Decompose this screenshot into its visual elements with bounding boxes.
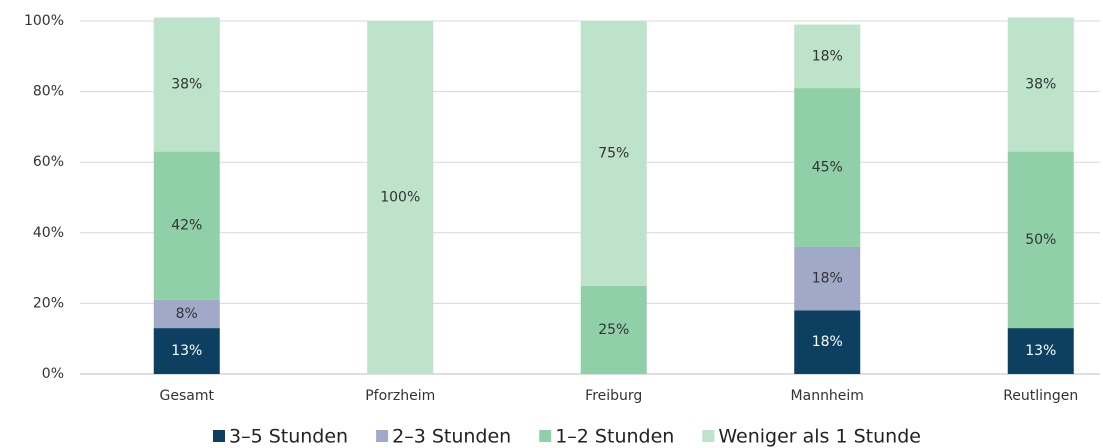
y-tick-label: 80% xyxy=(33,84,64,100)
legend-label: 1–2 Stunden xyxy=(555,426,674,448)
data-label: 75% xyxy=(598,145,629,161)
legend-label: 3–5 Stunden xyxy=(229,426,348,448)
x-tick-label: Mannheim xyxy=(791,388,864,404)
data-label: 13% xyxy=(1025,343,1056,359)
bar-segment xyxy=(580,21,647,286)
bar-segment xyxy=(1007,328,1074,374)
data-label: 8% xyxy=(176,306,198,322)
bar-segment xyxy=(794,88,861,247)
bar-segment xyxy=(367,21,434,374)
data-label: 18% xyxy=(812,48,843,64)
bar-segment xyxy=(1007,17,1074,152)
bar-segment xyxy=(794,24,861,89)
y-tick-label: 100% xyxy=(24,13,64,29)
bar-segment xyxy=(153,17,220,152)
data-label: 25% xyxy=(598,322,629,338)
x-tick-label: Pforzheim xyxy=(365,388,435,404)
bar-segment xyxy=(580,285,647,374)
legend-swatch xyxy=(376,430,389,442)
data-label: 100% xyxy=(380,190,420,206)
data-label: 42% xyxy=(171,218,202,234)
bar-segment xyxy=(1007,151,1074,329)
legend-label: 2–3 Stunden xyxy=(392,426,511,448)
data-label: 38% xyxy=(171,77,202,93)
x-tick-label: Gesamt xyxy=(160,388,215,404)
data-label: 18% xyxy=(812,334,843,350)
y-tick-label: 20% xyxy=(33,295,64,311)
legend-label: Weniger als 1 Stunde xyxy=(718,426,921,448)
bar-segment xyxy=(153,299,220,329)
x-tick-label: Freiburg xyxy=(585,388,642,404)
x-tick-label: Reutlingen xyxy=(1003,388,1078,404)
data-label: 13% xyxy=(171,343,202,359)
data-label: 38% xyxy=(1025,77,1056,93)
legend-swatch xyxy=(213,430,225,442)
legend-swatch xyxy=(702,430,715,442)
data-label: 45% xyxy=(812,159,843,175)
data-label: 50% xyxy=(1025,232,1056,248)
bar-segment xyxy=(153,151,220,300)
data-label: 18% xyxy=(812,271,843,287)
y-tick-label: 60% xyxy=(33,154,64,170)
bar-segment xyxy=(794,246,861,311)
y-tick-label: 40% xyxy=(33,225,64,241)
bar-segment xyxy=(153,328,220,374)
legend-swatch xyxy=(539,430,552,442)
bar-segment xyxy=(794,310,861,374)
y-tick-label: 0% xyxy=(42,366,64,382)
